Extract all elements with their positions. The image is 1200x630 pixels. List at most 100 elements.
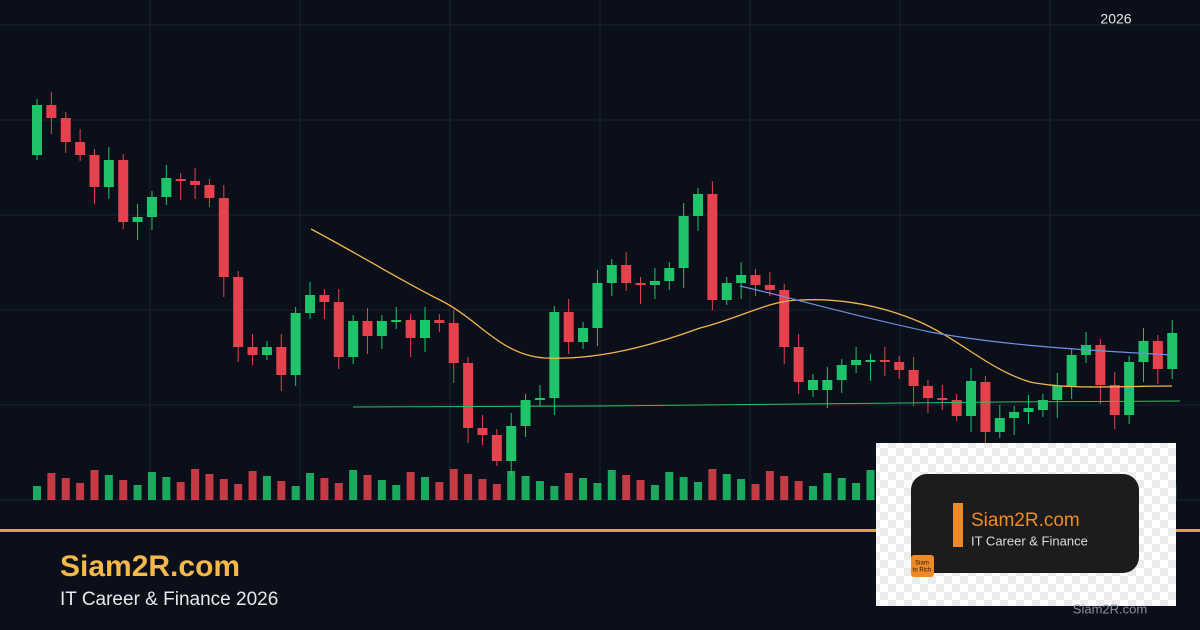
candle-body (1109, 385, 1120, 415)
support-line (352, 400, 1181, 408)
candle-body (146, 197, 157, 217)
candle-body (204, 185, 215, 198)
candle-body (391, 320, 402, 322)
candle-body (693, 194, 704, 216)
candle-body (190, 181, 201, 185)
volume-bar (780, 476, 789, 500)
candle-body (362, 321, 373, 336)
candle-body (46, 105, 57, 118)
badge-text: Siam (915, 561, 929, 567)
candle-body (592, 283, 603, 328)
candle-body (764, 285, 775, 290)
volume-bar (33, 486, 41, 500)
candle-body (908, 370, 919, 386)
logo-accent (953, 503, 963, 547)
volume-bar (808, 486, 817, 500)
logo-tagline: IT Career & Finance (971, 533, 1088, 548)
candle-body (305, 295, 316, 313)
volume-bar (564, 473, 573, 500)
candle-body (1037, 400, 1048, 410)
candle-body (721, 283, 732, 300)
candle-body (75, 142, 86, 155)
candle-body (233, 277, 244, 347)
volume-bar (765, 471, 774, 500)
logo-name: Siam2R.com (971, 510, 1080, 531)
candle-body (836, 365, 847, 380)
moving-average (310, 228, 1173, 388)
volume-bar (392, 485, 401, 500)
candle-body (175, 179, 186, 181)
candle-body (994, 418, 1005, 432)
candle-body (448, 323, 459, 363)
volume-bar (47, 473, 56, 500)
brand-name: Siam2R.com (60, 550, 240, 583)
candle-body (1167, 333, 1178, 369)
volume-bar (794, 481, 803, 500)
candle-body (822, 380, 833, 390)
volume-bar (234, 484, 243, 500)
volume-bar (521, 476, 530, 500)
logo-card (911, 474, 1139, 573)
volume-bar (90, 470, 99, 500)
candle-body (606, 265, 617, 283)
volume-bar (866, 470, 875, 500)
volume-bar (694, 482, 703, 500)
candle-body (1009, 412, 1020, 418)
candle-body (980, 382, 991, 432)
candle-body (793, 347, 804, 382)
candle-body (290, 313, 301, 375)
candle-body (1124, 362, 1135, 415)
candle-body (477, 428, 488, 435)
volume-bar (205, 474, 214, 500)
volume-bar (320, 478, 329, 500)
candle-body (951, 400, 962, 416)
candle-body (1023, 408, 1034, 412)
candle-body (1138, 341, 1149, 362)
year-label: 2026 (1100, 11, 1131, 27)
candle-body (807, 380, 818, 390)
candle-body (32, 105, 42, 155)
volume-bar (291, 486, 300, 500)
volume-bar (349, 470, 358, 500)
volume-bar (449, 469, 458, 500)
volume-bar (751, 484, 760, 500)
candle-body (506, 426, 517, 461)
badge-text: to Rich (913, 568, 932, 574)
volume-bar (593, 483, 602, 500)
candle-body (549, 312, 560, 398)
volume-bar (133, 485, 142, 500)
candle-body (779, 290, 790, 347)
volume-bar (837, 478, 846, 500)
candle-body (678, 216, 689, 268)
candle-body (750, 275, 761, 285)
candle-body (463, 363, 474, 428)
candle-body (879, 360, 890, 362)
volume-bar (478, 479, 487, 500)
volume-bar (550, 486, 559, 500)
candle-body (419, 320, 430, 338)
candle-body (922, 386, 933, 398)
volume-bar (406, 472, 415, 500)
candle-body (894, 362, 905, 370)
candle-body (707, 194, 718, 300)
candle-body (534, 398, 545, 400)
candle-body (520, 400, 531, 426)
candle-body (563, 312, 574, 342)
candle-body (89, 155, 100, 187)
volume-bar (679, 477, 688, 500)
candle-body (578, 328, 589, 342)
volume-bar (420, 477, 429, 500)
volume-bar (306, 473, 315, 500)
volume-bar (852, 483, 861, 500)
volume-bar (492, 484, 501, 500)
volume-bar (219, 479, 228, 500)
volume-bar (622, 475, 631, 500)
moving-average (739, 285, 1173, 356)
volume-bar (176, 482, 185, 500)
volume-bar (119, 480, 128, 500)
volume-bar (191, 469, 200, 500)
candle-body (1095, 345, 1106, 385)
volume-bar (535, 481, 544, 500)
candle-body (1066, 355, 1077, 386)
volume-bar (737, 479, 746, 500)
